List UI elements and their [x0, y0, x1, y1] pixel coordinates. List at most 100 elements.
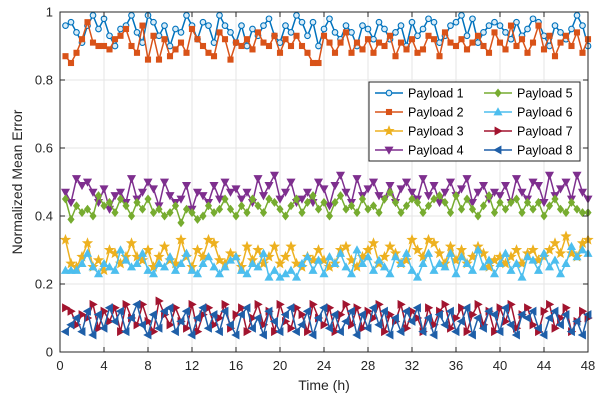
data-point	[342, 29, 350, 36]
data-point	[88, 330, 97, 340]
data-point	[111, 36, 119, 43]
data-point	[203, 252, 214, 261]
data-point	[313, 178, 324, 187]
data-point	[425, 15, 432, 23]
data-point	[177, 218, 185, 228]
data-point	[445, 248, 456, 257]
data-point	[478, 181, 489, 191]
data-point	[447, 22, 454, 29]
data-point	[359, 323, 368, 333]
data-point	[254, 201, 262, 211]
data-point	[232, 211, 240, 221]
data-point	[374, 255, 384, 264]
data-point	[110, 192, 120, 201]
data-point	[302, 252, 313, 261]
data-point	[236, 195, 247, 204]
data-point	[474, 299, 483, 309]
data-point	[495, 258, 505, 268]
data-point	[462, 258, 472, 268]
data-point	[555, 185, 566, 194]
data-point	[341, 316, 350, 326]
data-point	[385, 269, 395, 278]
data-point	[357, 258, 368, 268]
data-point	[507, 22, 515, 29]
data-point	[406, 233, 418, 245]
data-point	[110, 265, 120, 274]
data-point	[397, 22, 405, 29]
data-point	[298, 208, 306, 218]
data-point	[302, 306, 311, 316]
data-point	[171, 201, 180, 211]
data-point	[133, 197, 141, 207]
data-point	[271, 327, 280, 337]
data-point	[330, 258, 340, 268]
data-point	[216, 29, 223, 36]
data-point	[517, 272, 527, 281]
data-point	[556, 204, 565, 214]
data-point	[280, 310, 289, 320]
data-point	[106, 46, 113, 53]
data-point	[440, 320, 449, 330]
data-point	[518, 208, 526, 218]
series-6	[60, 241, 593, 281]
data-point	[78, 208, 86, 218]
data-point	[436, 53, 443, 60]
data-point	[170, 265, 181, 274]
data-point	[241, 240, 253, 252]
data-point	[193, 214, 202, 224]
data-point	[265, 194, 273, 204]
data-point	[572, 171, 582, 180]
data-point	[362, 244, 374, 255]
data-point	[153, 250, 165, 262]
data-point	[346, 306, 355, 316]
data-point	[374, 320, 383, 330]
data-point	[198, 303, 207, 313]
data-point	[143, 330, 152, 340]
data-point	[62, 303, 71, 313]
data-point	[419, 208, 427, 218]
data-point	[335, 327, 344, 337]
data-point	[209, 181, 219, 191]
data-point	[94, 191, 103, 201]
data-point	[216, 12, 223, 19]
data-point	[502, 46, 509, 53]
data-point	[133, 29, 141, 36]
data-point	[434, 310, 443, 320]
data-point	[177, 39, 185, 46]
data-point	[430, 18, 438, 26]
data-point	[577, 188, 588, 197]
data-point	[467, 198, 478, 208]
data-point	[381, 327, 390, 337]
data-point	[291, 272, 302, 281]
data-point	[484, 306, 493, 316]
data-point	[297, 195, 307, 204]
data-point	[411, 244, 424, 255]
data-point	[99, 258, 109, 268]
data-point	[573, 29, 581, 36]
data-point	[452, 313, 461, 323]
data-point	[150, 18, 157, 26]
data-point	[425, 32, 432, 39]
data-point	[539, 330, 548, 340]
data-point	[213, 254, 226, 265]
legend-label: Payload 2	[408, 106, 464, 120]
legend-item: Payload 3	[375, 125, 464, 139]
data-point	[214, 269, 225, 278]
data-point	[524, 25, 531, 33]
data-point	[413, 197, 422, 207]
data-point	[452, 42, 460, 50]
data-point	[335, 171, 346, 180]
data-point	[274, 257, 286, 269]
data-point	[260, 22, 267, 29]
data-point	[159, 262, 170, 271]
data-point	[77, 258, 87, 268]
data-point	[529, 320, 538, 330]
data-point	[314, 204, 323, 214]
data-point	[243, 208, 251, 218]
legend-item: Payload 7	[484, 125, 573, 139]
data-point	[527, 244, 539, 255]
data-point	[248, 194, 257, 204]
legend-item: Payload 2	[375, 106, 464, 120]
data-point	[379, 306, 388, 316]
data-point	[396, 327, 405, 337]
